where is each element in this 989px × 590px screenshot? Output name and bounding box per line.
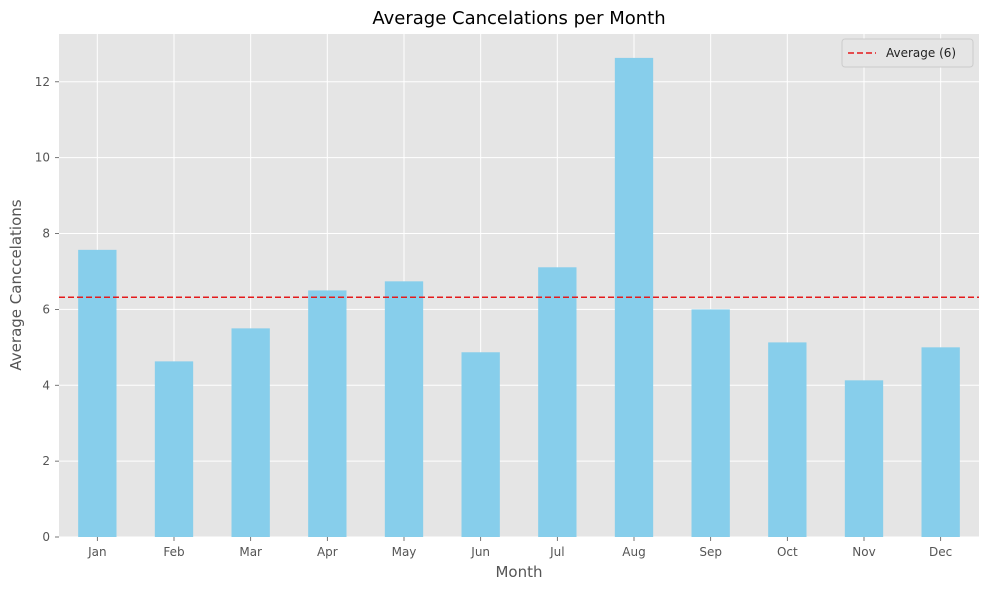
y-tick-labels: 0 2 4 6 8 10 12: [35, 75, 59, 544]
y-gridlines: [59, 81, 979, 538]
x-tick-label: Jan: [87, 545, 107, 559]
x-tick-label: Feb: [163, 545, 184, 559]
plot-background: [59, 34, 979, 537]
bar-nov: [844, 380, 884, 537]
x-axis-label: Month: [495, 563, 542, 581]
bar-jun: [461, 352, 500, 537]
legend: Average (6): [841, 38, 974, 68]
chart-title: Average Cancelations per Month: [372, 8, 665, 29]
bar-jan: [78, 249, 117, 537]
x-tick-label: May: [392, 545, 417, 559]
legend-label: Average (6): [886, 46, 956, 60]
y-tick-label: 8: [42, 227, 50, 241]
bars: [78, 57, 960, 537]
y-tick-label: 2: [42, 454, 50, 468]
x-tick-label: Sep: [699, 545, 722, 559]
y-tick-label: 6: [42, 302, 50, 316]
bar-dec: [921, 347, 960, 537]
bar-feb: [154, 361, 194, 537]
y-tick-label: 4: [42, 378, 50, 392]
bar-may: [384, 281, 424, 537]
bar-sep: [691, 309, 730, 537]
x-tick-label: Apr: [317, 545, 338, 559]
x-tick-label: Oct: [777, 545, 798, 559]
y-axis-label: Average Canccelations: [7, 199, 25, 370]
y-tick-label: 12: [35, 75, 50, 89]
x-tick-label: Mar: [239, 545, 262, 559]
x-tick-label: Nov: [852, 545, 875, 559]
y-tick-label: 10: [35, 151, 50, 165]
x-tick-label: Dec: [929, 545, 952, 559]
legend-box: [841, 38, 974, 68]
x-tick-labels: Jan Feb Mar Apr May Jun Jul Aug Sep Oct Nov Dec: [87, 537, 952, 559]
bar-mar: [231, 328, 270, 537]
x-tick-label: Aug: [622, 545, 645, 559]
bar-apr: [308, 290, 347, 537]
bar-jul: [538, 267, 577, 537]
x-tick-label: Jun: [470, 545, 490, 559]
y-tick-label: 0: [42, 530, 50, 544]
bar-oct: [768, 342, 807, 537]
x-tick-label: Jul: [549, 545, 564, 559]
